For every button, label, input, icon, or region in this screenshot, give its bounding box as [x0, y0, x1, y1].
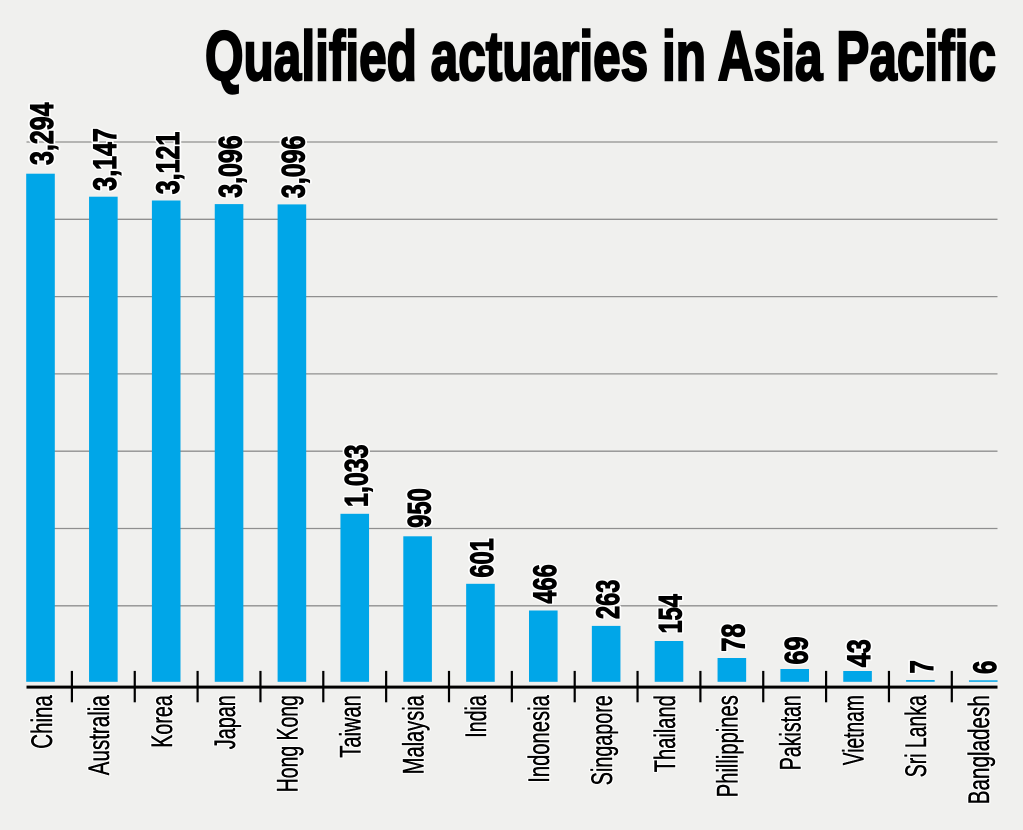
svg-text:6: 6	[967, 661, 1003, 674]
svg-text:Korea: Korea	[146, 695, 179, 748]
svg-text:43: 43	[841, 639, 877, 667]
svg-text:78: 78	[716, 624, 752, 652]
svg-text:India: India	[460, 695, 493, 738]
svg-text:154: 154	[653, 594, 689, 634]
svg-text:43: 43	[841, 639, 877, 667]
svg-text:Taiwan: Taiwan	[335, 695, 368, 758]
svg-text:3,294: 3,294	[24, 102, 60, 165]
svg-text:Indonesia: Indonesia	[523, 695, 556, 783]
svg-text:3,294: 3,294	[24, 102, 60, 165]
svg-text:Japan: Japan	[209, 695, 242, 749]
svg-text:3,147: 3,147	[87, 128, 123, 191]
svg-text:Pakistan: Pakistan	[775, 695, 808, 770]
svg-text:Singapore: Singapore	[586, 695, 619, 785]
svg-text:Korea: Korea	[146, 695, 179, 748]
svg-text:69: 69	[778, 637, 814, 665]
svg-text:Vietnam: Vietnam	[837, 695, 870, 765]
svg-text:950: 950	[401, 488, 437, 527]
svg-text:Thailand: Thailand	[649, 695, 682, 772]
svg-text:Taiwan: Taiwan	[335, 695, 368, 758]
svg-text:Pakistan: Pakistan	[775, 695, 808, 770]
svg-text:950: 950	[401, 488, 437, 527]
svg-text:India: India	[460, 695, 493, 738]
svg-text:Japan: Japan	[209, 695, 242, 749]
svg-text:6: 6	[967, 661, 1003, 674]
svg-text:Hong Kong: Hong Kong	[272, 695, 305, 792]
svg-text:78: 78	[716, 624, 752, 652]
svg-text:601: 601	[464, 538, 500, 577]
svg-text:Malaysia: Malaysia	[397, 695, 430, 774]
svg-text:Singapore: Singapore	[586, 695, 619, 785]
svg-text:Malaysia: Malaysia	[397, 695, 430, 774]
svg-text:466: 466	[527, 564, 563, 603]
svg-text:Australia: Australia	[83, 695, 116, 775]
svg-text:69: 69	[778, 637, 814, 665]
svg-text:3,096: 3,096	[276, 136, 312, 199]
svg-text:Sri Lanka: Sri Lanka	[900, 695, 933, 777]
svg-text:466: 466	[527, 564, 563, 603]
svg-text:Phillippines: Phillippines	[712, 695, 745, 797]
svg-text:7: 7	[904, 660, 940, 673]
svg-text:Qualified actuaries in Asia Pa: Qualified actuaries in Asia Pacific	[205, 17, 996, 95]
svg-text:Bangladesh: Bangladesh	[963, 695, 996, 804]
svg-text:3,121: 3,121	[150, 132, 186, 195]
svg-text:263: 263	[590, 580, 626, 619]
svg-text:Hong Kong: Hong Kong	[272, 695, 305, 792]
svg-text:China: China	[26, 695, 59, 749]
svg-text:Phillippines: Phillippines	[712, 695, 745, 797]
svg-text:3,096: 3,096	[213, 135, 249, 198]
svg-text:3,096: 3,096	[213, 135, 249, 198]
svg-text:Vietnam: Vietnam	[837, 695, 870, 765]
svg-text:3,147: 3,147	[87, 128, 123, 191]
svg-text:7: 7	[904, 660, 940, 673]
svg-text:Indonesia: Indonesia	[523, 695, 556, 783]
svg-text:1,033: 1,033	[338, 445, 374, 508]
svg-text:Sri Lanka: Sri Lanka	[900, 695, 933, 777]
svg-text:601: 601	[464, 538, 500, 577]
svg-text:China: China	[26, 695, 59, 749]
svg-text:154: 154	[653, 594, 689, 634]
svg-text:263: 263	[590, 580, 626, 619]
svg-text:1,033: 1,033	[338, 445, 374, 508]
svg-text:Bangladesh: Bangladesh	[963, 695, 996, 804]
svg-text:3,096: 3,096	[276, 136, 312, 199]
svg-text:Australia: Australia	[83, 695, 116, 775]
svg-text:3,121: 3,121	[150, 132, 186, 195]
svg-text:Thailand: Thailand	[649, 695, 682, 772]
